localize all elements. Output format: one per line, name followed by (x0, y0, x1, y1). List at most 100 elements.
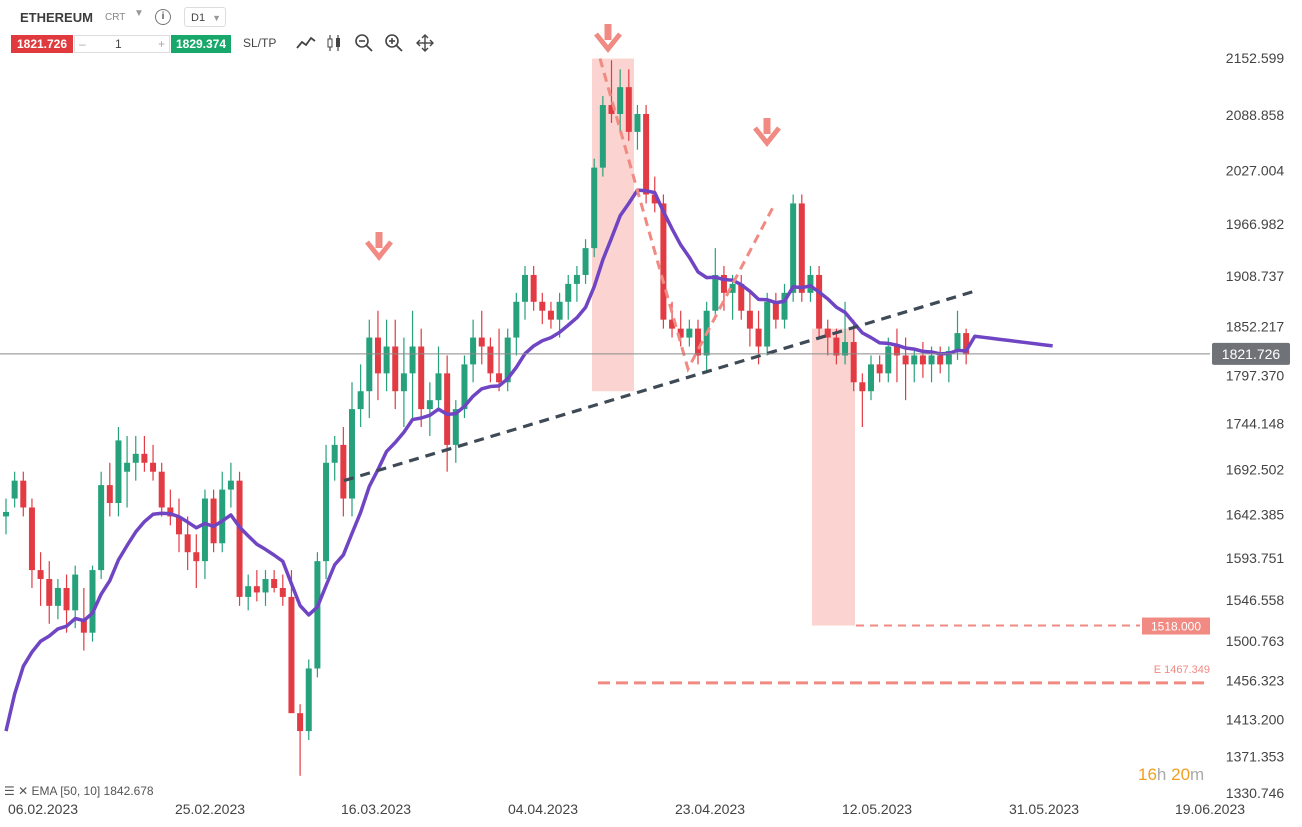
candle (487, 337, 494, 383)
chevron-down-icon[interactable]: ▼ (134, 8, 144, 19)
candle-body (288, 596, 295, 714)
candle (409, 310, 416, 419)
y-tick-label: 1546.558 (1226, 592, 1285, 608)
candlestick-icon[interactable] (324, 32, 346, 54)
candle-body (807, 274, 814, 293)
buy-button[interactable]: 1829.374 (171, 35, 231, 53)
candle-body (937, 355, 944, 365)
x-tick-label: 31.05.2023 (1009, 801, 1079, 817)
candle (625, 69, 632, 141)
x-tick-label: 04.04.2023 (508, 801, 578, 817)
price-axis[interactable]: 2152.599 2088.858 2027.004 1966.982 1908.737… (1212, 50, 1290, 801)
y-tick-label: 1692.502 (1226, 461, 1285, 477)
sl-tp-button[interactable]: SL/TP (243, 36, 277, 50)
candle (141, 435, 148, 472)
candle-body (669, 319, 676, 329)
candle-body (435, 373, 442, 401)
candle (729, 274, 736, 320)
candle (288, 570, 295, 714)
time-axis[interactable]: 06.02.2023 25.02.2023 16.03.2023 04.04.2023… (8, 801, 1245, 817)
candle (816, 266, 823, 338)
y-tick-label: 1456.323 (1226, 673, 1285, 689)
zoom-in-icon[interactable] (383, 32, 405, 54)
target-zones (592, 58, 855, 626)
candle-body (496, 373, 503, 383)
x-tick-label: 25.02.2023 (175, 801, 245, 817)
info-icon[interactable]: i (155, 9, 171, 25)
y-tick-label: 1642.385 (1226, 506, 1285, 522)
ema-line (4, 188, 1053, 732)
candle (634, 105, 641, 150)
candle-body (245, 586, 252, 597)
candle-body (591, 167, 598, 249)
candle-body (755, 328, 762, 347)
candle (349, 382, 355, 517)
y-tick-label: 1744.148 (1226, 415, 1285, 431)
candle (184, 516, 191, 571)
timeframe-select[interactable]: D1 ▼ (184, 7, 226, 27)
candle (582, 239, 589, 284)
candle-body (556, 301, 563, 320)
candle (790, 194, 797, 302)
quantity-value[interactable]: 1 (115, 37, 122, 51)
candle-body (625, 87, 632, 132)
candle (63, 574, 70, 633)
move-icon[interactable] (414, 32, 436, 54)
candle-body (565, 283, 572, 302)
candle-body (954, 333, 961, 351)
candle (824, 319, 831, 356)
candle-body (158, 471, 165, 508)
candle-body (868, 364, 874, 392)
candle-body (210, 498, 217, 544)
candle-body (885, 346, 892, 374)
candle-body (80, 619, 87, 633)
candle (46, 561, 53, 624)
down-arrow-icon (753, 118, 781, 148)
candle-body (833, 337, 840, 356)
candle (608, 60, 615, 123)
candle (478, 310, 485, 365)
candle (746, 292, 753, 347)
y-tick-label: 1593.751 (1226, 550, 1285, 566)
quantity-stepper[interactable]: – 1 + (74, 35, 170, 53)
arrow-stem (375, 232, 383, 248)
zoom-out-icon[interactable] (353, 32, 375, 54)
candle (176, 498, 182, 553)
candle-body (297, 713, 304, 732)
candle-body (444, 373, 451, 445)
candle-body (530, 274, 537, 302)
indicator-menu-icon[interactable]: ☰ (4, 784, 15, 798)
candle-body (824, 328, 831, 338)
decrease-button[interactable]: – (79, 37, 86, 51)
sell-button[interactable]: 1821.726 (11, 35, 73, 53)
line-chart-icon[interactable] (295, 32, 317, 54)
candle (400, 337, 407, 427)
indicator-legend[interactable]: ☰ ✕ EMA [50, 10] 1842.678 (4, 784, 154, 798)
increase-button[interactable]: + (157, 37, 165, 51)
candle-body (357, 391, 364, 410)
candle (764, 292, 771, 356)
candle-body (314, 561, 321, 669)
candle-body (772, 301, 779, 320)
candle-body (124, 462, 131, 472)
candle (470, 319, 477, 383)
candle (98, 471, 105, 580)
candle-body (470, 337, 477, 365)
candle-body (141, 453, 148, 463)
candle-body (911, 355, 918, 365)
candle (919, 342, 926, 378)
level-1518-label: 1518.000 (1151, 620, 1201, 634)
candle-body (193, 552, 200, 562)
candle-body (452, 409, 459, 445)
candle-body (746, 310, 753, 329)
candle-body (227, 480, 234, 490)
instrument-name[interactable]: ETHEREUM (20, 10, 93, 25)
arrow-head (365, 240, 393, 262)
close-icon[interactable]: ✕ (18, 784, 29, 798)
y-tick-label: 1413.200 (1226, 711, 1285, 727)
candle-body (963, 333, 970, 355)
candle-body (850, 342, 857, 383)
candle (193, 534, 200, 588)
candle-body (522, 274, 528, 302)
